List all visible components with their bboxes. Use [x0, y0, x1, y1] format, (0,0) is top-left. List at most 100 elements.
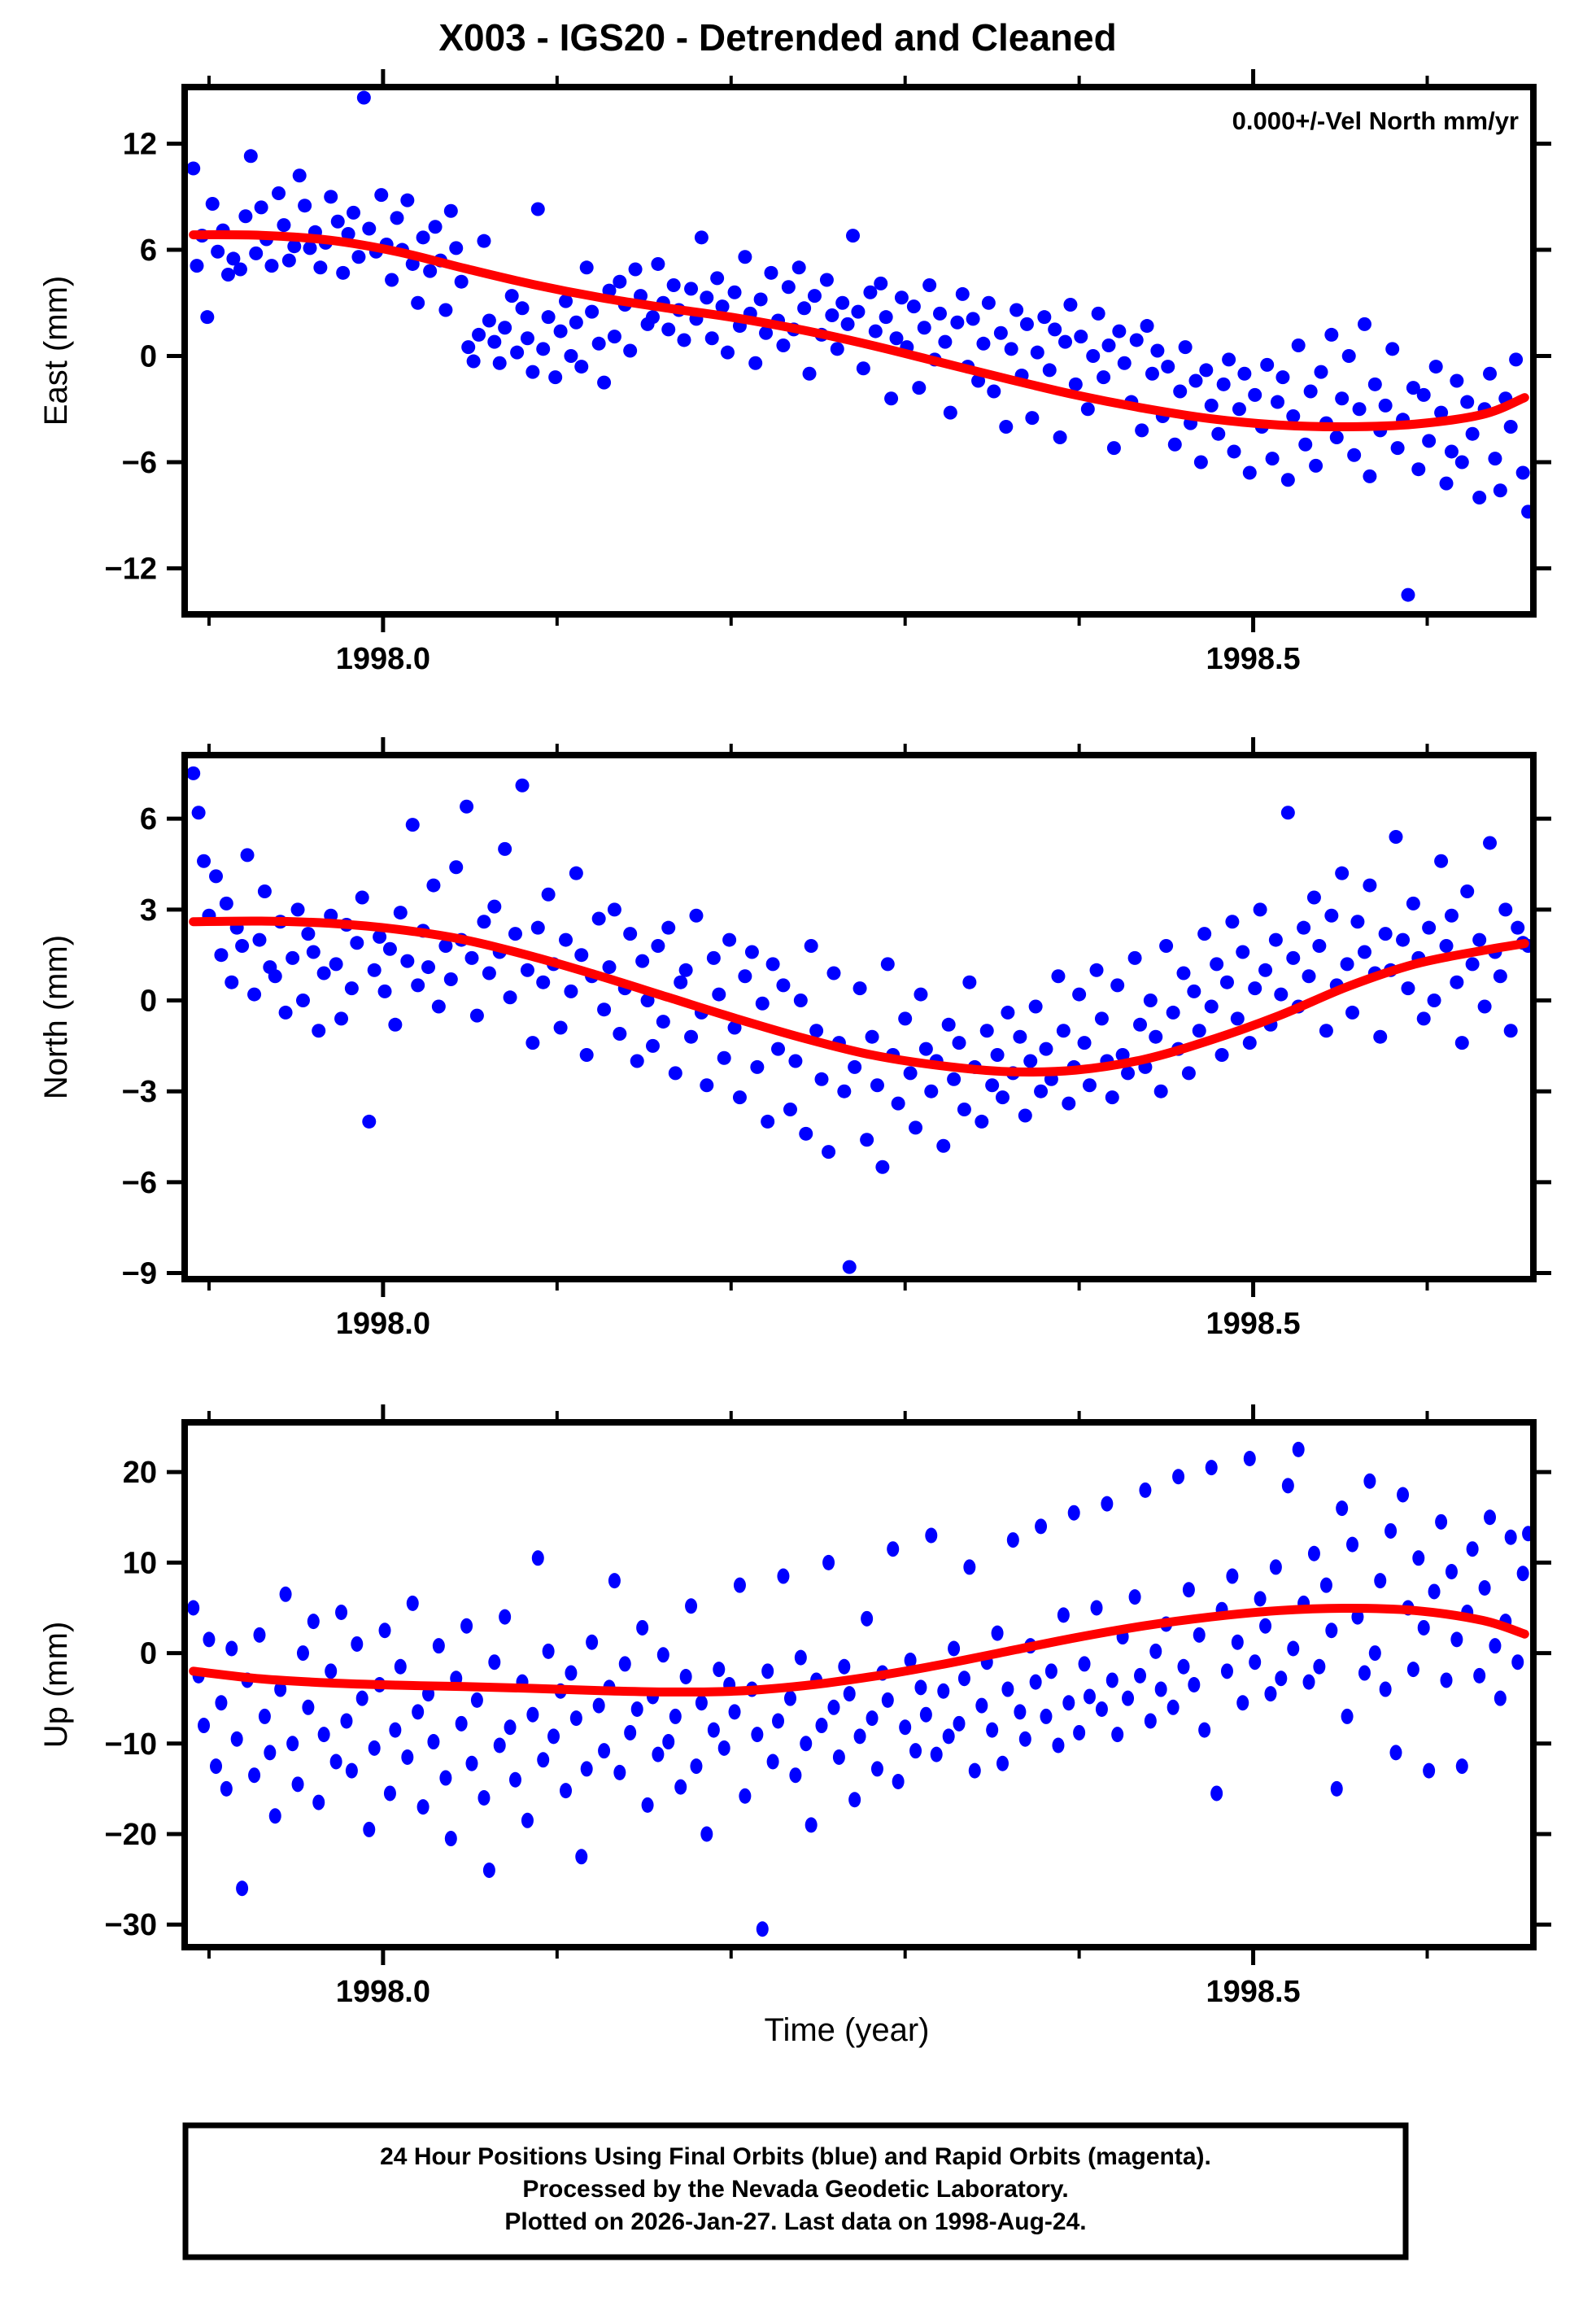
- data-point: [717, 1740, 730, 1756]
- data-point: [580, 1761, 593, 1777]
- y-tick-label: −6: [122, 446, 157, 480]
- data-point: [1477, 999, 1492, 1014]
- data-point: [866, 1710, 879, 1727]
- data-point: [411, 978, 425, 993]
- data-point: [1110, 978, 1125, 993]
- data-point: [1445, 1563, 1458, 1579]
- data-point: [1465, 426, 1480, 441]
- caption-line1: 24 Hour Positions Using Final Orbits (bl…: [380, 2143, 1211, 2170]
- data-point: [465, 1755, 478, 1771]
- data-point: [826, 966, 841, 980]
- data-point: [728, 1704, 741, 1720]
- data-point: [1052, 1737, 1065, 1754]
- data-point: [1144, 1713, 1157, 1729]
- y-tick-label: −12: [105, 552, 157, 586]
- data-point: [355, 1690, 368, 1706]
- data-point: [411, 295, 425, 310]
- data-point: [738, 250, 752, 264]
- data-point: [575, 1849, 588, 1865]
- data-point: [875, 1160, 890, 1174]
- data-point: [537, 1752, 550, 1768]
- data-point: [394, 1658, 407, 1675]
- data-point: [1097, 370, 1111, 385]
- data-point: [355, 890, 369, 905]
- x-tick-label: 1998.0: [336, 1307, 430, 1341]
- data-point: [492, 356, 507, 370]
- data-point: [211, 244, 225, 259]
- data-point: [1478, 1580, 1491, 1596]
- data-point: [952, 1036, 966, 1050]
- data-point: [1018, 1731, 1031, 1747]
- data-point: [842, 1260, 857, 1274]
- data-point: [277, 218, 291, 233]
- data-point: [1182, 1582, 1195, 1598]
- data-point: [1319, 1024, 1333, 1038]
- data-point: [470, 1692, 483, 1708]
- y-tick-label: 12: [123, 128, 157, 162]
- data-point: [1411, 462, 1426, 477]
- data-point: [313, 260, 328, 275]
- data-point: [761, 1663, 774, 1679]
- data-point: [868, 324, 883, 338]
- data-point: [1034, 1084, 1049, 1098]
- data-point: [809, 1024, 824, 1038]
- data-point: [975, 1697, 988, 1714]
- data-point: [233, 262, 247, 277]
- data-point: [884, 391, 899, 406]
- data-point: [1028, 999, 1043, 1014]
- data-point: [1236, 945, 1250, 959]
- data-point: [559, 932, 573, 947]
- data-point: [253, 1627, 266, 1643]
- data-point: [881, 1692, 894, 1708]
- data-point: [1444, 908, 1459, 923]
- data-point: [941, 1017, 956, 1032]
- data-point: [236, 1880, 249, 1897]
- data-point: [695, 1695, 708, 1711]
- data-point: [1406, 896, 1420, 911]
- data-point: [303, 241, 317, 255]
- data-point: [1214, 1048, 1229, 1063]
- data-point: [553, 1020, 568, 1035]
- data-point: [1159, 939, 1174, 954]
- data-point: [1503, 1024, 1518, 1038]
- data-point: [1226, 1568, 1239, 1584]
- data-point: [651, 939, 665, 954]
- data-point: [591, 336, 606, 351]
- data-point: [1094, 1011, 1109, 1026]
- data-point: [840, 317, 855, 331]
- data-point: [981, 295, 996, 310]
- data-point: [1134, 1667, 1147, 1684]
- data-point: [679, 1668, 692, 1684]
- data-point: [249, 246, 264, 260]
- data-point: [525, 1036, 540, 1050]
- data-point: [487, 334, 502, 349]
- data-point: [783, 1103, 797, 1117]
- data-point: [1129, 333, 1144, 347]
- data-point: [1406, 381, 1420, 395]
- data-point: [390, 211, 404, 225]
- data-point: [423, 264, 438, 278]
- data-point: [925, 1527, 938, 1544]
- data-point: [1428, 1583, 1441, 1600]
- data-point: [904, 1652, 917, 1668]
- data-point: [805, 1817, 818, 1833]
- data-point: [1493, 483, 1507, 498]
- data-point: [504, 289, 519, 304]
- data-point: [508, 927, 522, 941]
- data-point: [1029, 1674, 1042, 1690]
- data-point: [530, 920, 545, 935]
- data-point: [1080, 402, 1095, 417]
- data-point: [1018, 1108, 1032, 1123]
- data-point: [1373, 1029, 1388, 1044]
- data-point: [1302, 969, 1316, 984]
- data-point: [274, 1681, 287, 1697]
- data-point: [943, 405, 957, 420]
- data-point: [1117, 356, 1132, 370]
- data-point: [1253, 902, 1267, 917]
- data-point: [694, 230, 709, 245]
- data-point: [464, 950, 479, 965]
- data-point: [894, 290, 909, 305]
- y-axis-label: East (mm): [38, 276, 74, 426]
- data-point: [710, 271, 725, 286]
